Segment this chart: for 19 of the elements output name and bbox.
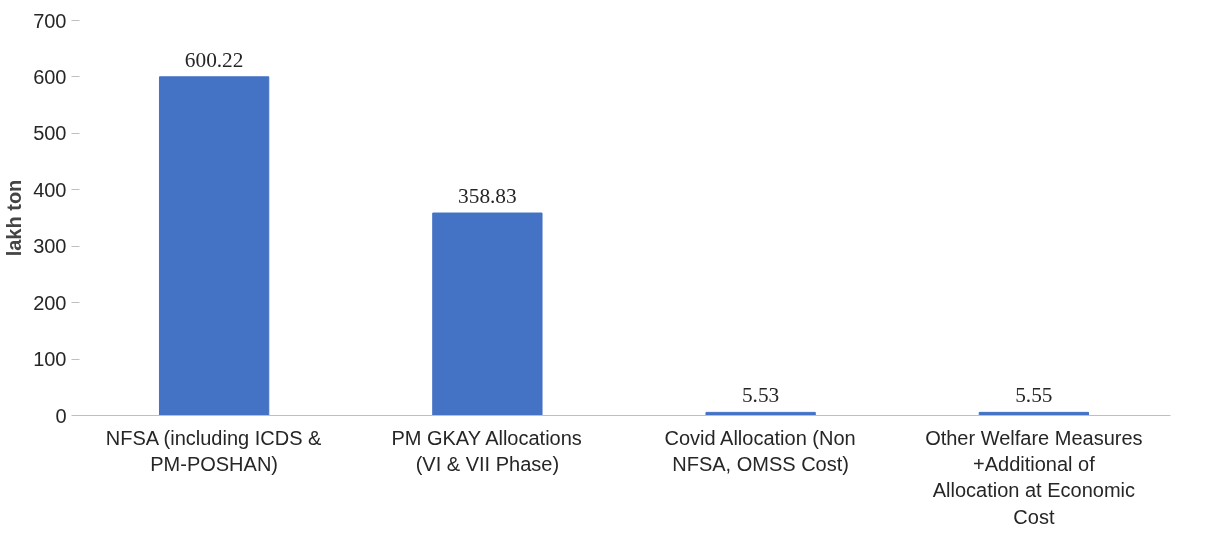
y-tick-label: 100 [33,348,67,371]
bar [158,76,270,416]
y-tick-label: 700 [33,9,67,32]
y-tick-label: 400 [33,178,67,201]
y-axis-title: lakh ton [3,179,26,257]
y-tick-label: 200 [33,291,67,314]
y-tick-label: 300 [33,235,67,258]
y-tick-label: 500 [33,122,67,145]
x-tick-label: NFSA (including ICDS & PM-POSHAN) [105,426,323,475]
data-label: 5.55 [1015,383,1053,408]
data-label: 600.22 [184,47,244,72]
x-tick-label: Covid Allocation (Non NFSA, OMSS Cost) [664,426,856,475]
y-tick-label: 600 [33,65,67,88]
bar [432,212,543,416]
data-label: 5.53 [741,383,780,408]
x-tick-label: PM GKAY Allocations (VI & VII Phase) [391,426,582,475]
x-tick-label: Other Welfare Measures +Additional of Allocation at Economic Cost [925,426,1143,528]
data-label: 358.83 [458,184,517,209]
y-tick-label: 0 [55,404,67,427]
